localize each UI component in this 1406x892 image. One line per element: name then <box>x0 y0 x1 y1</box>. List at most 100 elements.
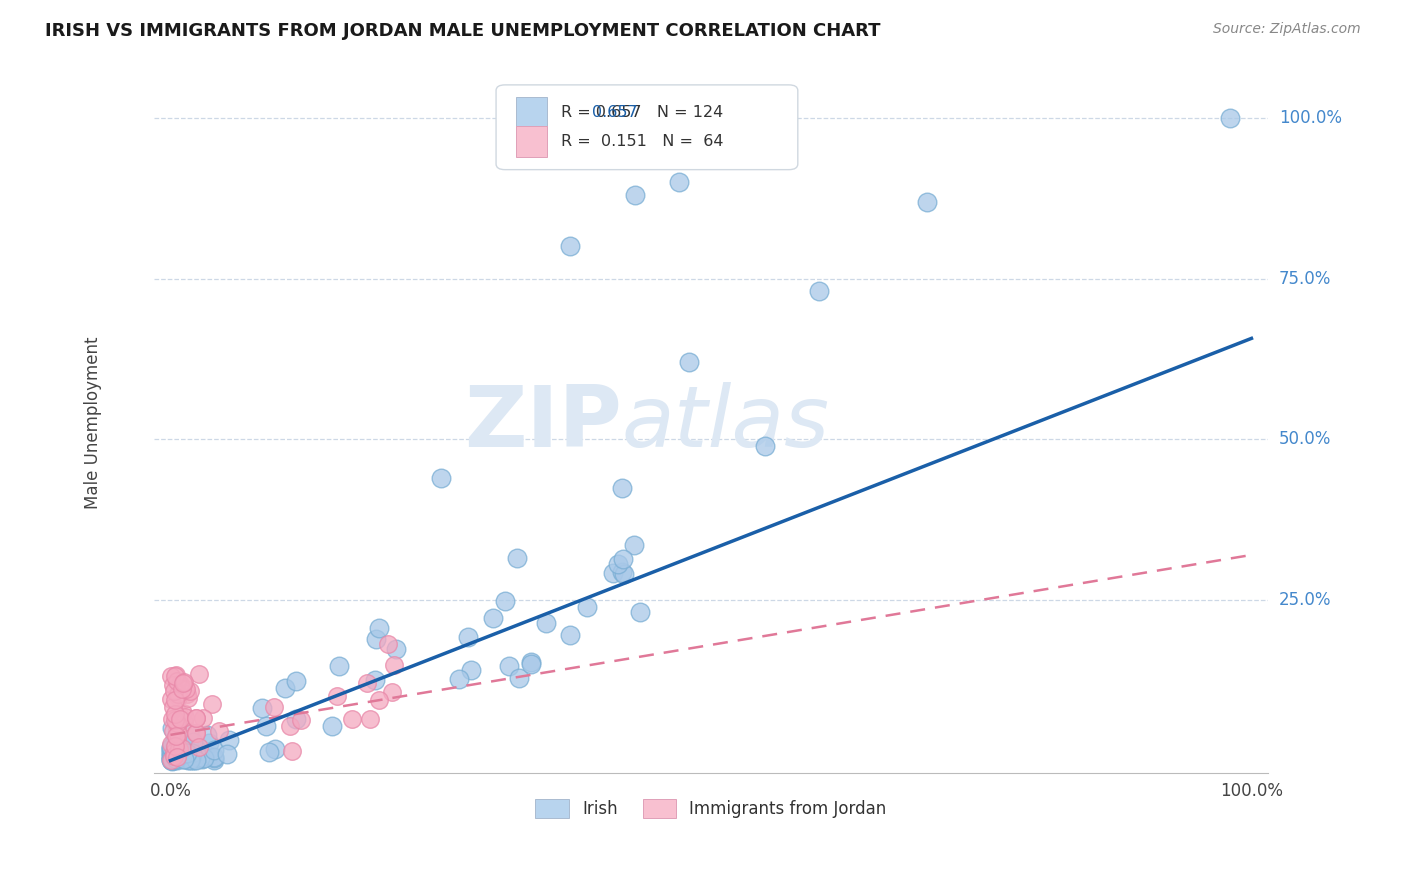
Point <box>172 747 194 761</box>
Point <box>808 285 831 299</box>
Point <box>160 712 183 726</box>
Point <box>174 681 197 696</box>
Point <box>160 754 183 768</box>
Point <box>188 751 211 765</box>
Point <box>162 750 184 764</box>
Point <box>170 747 193 762</box>
Point <box>162 747 184 762</box>
FancyBboxPatch shape <box>516 97 547 128</box>
Point <box>202 750 225 764</box>
Point <box>162 678 184 692</box>
Point <box>169 747 191 762</box>
Point <box>162 748 184 763</box>
Point <box>160 749 183 764</box>
Point <box>520 657 543 671</box>
Point <box>160 754 183 768</box>
Point <box>186 726 208 740</box>
Point <box>172 748 194 763</box>
Point <box>165 731 187 746</box>
Point <box>163 751 186 765</box>
Text: Male Unemployment: Male Unemployment <box>84 337 103 509</box>
Point <box>160 745 183 759</box>
Point <box>172 675 194 690</box>
Point <box>623 538 645 552</box>
Point <box>385 642 408 657</box>
Point <box>163 706 186 721</box>
Point <box>165 735 187 749</box>
Point <box>160 747 183 761</box>
Point <box>163 748 186 763</box>
Point <box>167 706 190 721</box>
Point <box>173 674 195 689</box>
Point <box>162 743 184 757</box>
Point <box>457 630 479 644</box>
Text: 75.0%: 75.0% <box>1279 269 1331 287</box>
Point <box>165 669 187 683</box>
Point <box>259 745 281 759</box>
Point <box>754 439 776 453</box>
Point <box>172 706 194 721</box>
Point <box>202 753 225 767</box>
Text: R = 0.657   N = 124: R = 0.657 N = 124 <box>561 105 723 120</box>
Point <box>186 726 208 740</box>
Point <box>167 733 190 747</box>
Point <box>181 746 204 760</box>
Point <box>176 746 198 760</box>
Point <box>278 719 301 733</box>
Point <box>321 719 343 733</box>
Point <box>165 751 187 765</box>
Point <box>165 729 187 743</box>
Point <box>165 693 187 707</box>
Point <box>166 737 188 751</box>
Point <box>162 700 184 714</box>
Point <box>179 753 201 767</box>
Point <box>536 616 558 631</box>
Point <box>184 711 207 725</box>
Point <box>449 672 471 686</box>
Point <box>169 748 191 763</box>
Point <box>482 611 505 625</box>
Point <box>176 753 198 767</box>
Point <box>172 741 194 756</box>
Point <box>188 740 211 755</box>
Text: ZIP: ZIP <box>464 382 621 465</box>
Point <box>176 687 198 701</box>
Point <box>250 701 273 715</box>
Point <box>610 481 633 495</box>
Point <box>169 712 191 726</box>
Point <box>162 746 184 760</box>
Point <box>165 750 187 764</box>
Point <box>429 471 451 485</box>
Point <box>166 726 188 740</box>
Point <box>167 716 190 731</box>
Point <box>193 751 215 765</box>
Point <box>628 605 651 619</box>
Point <box>162 744 184 758</box>
Point <box>166 753 188 767</box>
Point <box>263 741 285 756</box>
Point <box>159 750 181 764</box>
Point <box>176 749 198 764</box>
Point <box>202 750 225 764</box>
FancyBboxPatch shape <box>516 126 547 157</box>
Point <box>915 194 938 209</box>
Point <box>191 711 214 725</box>
Point <box>166 750 188 764</box>
Point <box>377 638 399 652</box>
Point <box>613 566 636 581</box>
Point <box>172 736 194 750</box>
Point <box>215 747 238 762</box>
Text: 50.0%: 50.0% <box>1279 430 1331 449</box>
Point <box>162 753 184 767</box>
Point <box>167 739 190 753</box>
Point <box>166 723 188 737</box>
Point <box>179 751 201 765</box>
Legend: Irish, Immigrants from Jordan: Irish, Immigrants from Jordan <box>529 792 893 824</box>
Point <box>172 741 194 756</box>
Point <box>198 748 221 763</box>
Point <box>281 744 304 758</box>
Point <box>624 188 647 202</box>
Point <box>162 746 184 760</box>
Text: IRISH VS IMMIGRANTS FROM JORDAN MALE UNEMPLOYMENT CORRELATION CHART: IRISH VS IMMIGRANTS FROM JORDAN MALE UNE… <box>45 22 880 40</box>
Point <box>184 711 207 725</box>
